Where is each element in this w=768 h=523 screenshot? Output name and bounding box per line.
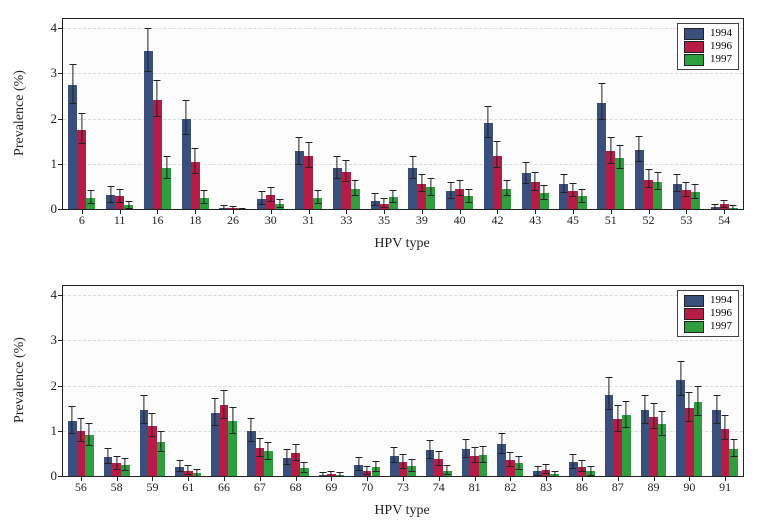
legend-label: 1994 bbox=[710, 294, 732, 307]
gridline bbox=[63, 295, 743, 296]
legend: 199419961997 bbox=[677, 23, 739, 70]
xtick-label: 11 bbox=[114, 209, 126, 228]
ytick-label: 1 bbox=[51, 423, 64, 439]
figure: 0123461116182630313335394042434551525354… bbox=[0, 0, 768, 523]
xtick-label: 31 bbox=[303, 209, 315, 228]
panel-bottom: 0123456585961666768697073748182838687899… bbox=[62, 285, 742, 475]
legend-label: 1996 bbox=[710, 307, 732, 320]
ytick-label: 3 bbox=[51, 332, 64, 348]
gridline bbox=[63, 73, 743, 74]
xtick-label: 91 bbox=[719, 476, 731, 495]
xtick-label: 18 bbox=[189, 209, 201, 228]
xtick-label: 66 bbox=[218, 476, 230, 495]
xtick-label: 83 bbox=[540, 476, 552, 495]
xtick-label: 26 bbox=[227, 209, 239, 228]
legend-swatch bbox=[684, 54, 704, 66]
x-axis-label: HPV type bbox=[374, 236, 429, 252]
ytick-label: 0 bbox=[51, 468, 64, 484]
xtick-label: 53 bbox=[680, 209, 692, 228]
xtick-label: 51 bbox=[605, 209, 617, 228]
gridline bbox=[63, 340, 743, 341]
ytick-label: 2 bbox=[51, 111, 64, 127]
xtick-label: 16 bbox=[151, 209, 163, 228]
legend-label: 1997 bbox=[710, 53, 732, 66]
xtick-label: 30 bbox=[265, 209, 277, 228]
xtick-label: 54 bbox=[718, 209, 730, 228]
xtick-label: 40 bbox=[454, 209, 466, 228]
legend-label: 1997 bbox=[710, 320, 732, 333]
xtick-label: 73 bbox=[397, 476, 409, 495]
xtick-label: 70 bbox=[361, 476, 373, 495]
y-axis-label: Prevalence (%) bbox=[12, 337, 28, 423]
plot-area-bottom: 0123456585961666768697073748182838687899… bbox=[62, 285, 744, 477]
ytick-label: 1 bbox=[51, 156, 64, 172]
gridline bbox=[63, 28, 743, 29]
xtick-label: 86 bbox=[576, 476, 588, 495]
xtick-label: 89 bbox=[648, 476, 660, 495]
legend-item: 1996 bbox=[684, 40, 732, 53]
legend-swatch bbox=[684, 28, 704, 40]
ytick-label: 2 bbox=[51, 378, 64, 394]
xtick-label: 81 bbox=[469, 476, 481, 495]
legend-label: 1994 bbox=[710, 27, 732, 40]
ytick-label: 3 bbox=[51, 65, 64, 81]
xtick-label: 42 bbox=[491, 209, 503, 228]
ytick-label: 0 bbox=[51, 201, 64, 217]
legend-item: 1997 bbox=[684, 320, 732, 333]
gridline bbox=[63, 386, 743, 387]
xtick-label: 6 bbox=[79, 209, 85, 228]
ytick-label: 4 bbox=[51, 20, 64, 36]
xtick-label: 45 bbox=[567, 209, 579, 228]
legend-item: 1996 bbox=[684, 307, 732, 320]
xtick-label: 67 bbox=[254, 476, 266, 495]
xtick-label: 69 bbox=[325, 476, 337, 495]
xtick-label: 33 bbox=[340, 209, 352, 228]
xtick-label: 43 bbox=[529, 209, 541, 228]
xtick-label: 35 bbox=[378, 209, 390, 228]
xtick-label: 82 bbox=[504, 476, 516, 495]
gridline bbox=[63, 119, 743, 120]
legend: 199419961997 bbox=[677, 290, 739, 337]
legend-item: 1994 bbox=[684, 294, 732, 307]
panel-top: 0123461116182630313335394042434551525354… bbox=[62, 18, 742, 208]
xtick-label: 59 bbox=[146, 476, 158, 495]
xtick-label: 39 bbox=[416, 209, 428, 228]
legend-swatch bbox=[684, 308, 704, 320]
xtick-label: 74 bbox=[433, 476, 445, 495]
xtick-label: 61 bbox=[182, 476, 194, 495]
ytick-label: 4 bbox=[51, 287, 64, 303]
bar bbox=[144, 51, 153, 209]
y-axis-label: Prevalence (%) bbox=[12, 70, 28, 156]
legend-swatch bbox=[684, 321, 704, 333]
legend-swatch bbox=[684, 295, 704, 307]
legend-label: 1996 bbox=[710, 40, 732, 53]
xtick-label: 58 bbox=[111, 476, 123, 495]
plot-area-top: 0123461116182630313335394042434551525354… bbox=[62, 18, 744, 210]
xtick-label: 56 bbox=[75, 476, 87, 495]
legend-item: 1997 bbox=[684, 53, 732, 66]
xtick-label: 68 bbox=[290, 476, 302, 495]
xtick-label: 52 bbox=[643, 209, 655, 228]
xtick-label: 87 bbox=[612, 476, 624, 495]
legend-item: 1994 bbox=[684, 27, 732, 40]
xtick-label: 90 bbox=[683, 476, 695, 495]
legend-swatch bbox=[684, 41, 704, 53]
x-axis-label: HPV type bbox=[374, 503, 429, 519]
